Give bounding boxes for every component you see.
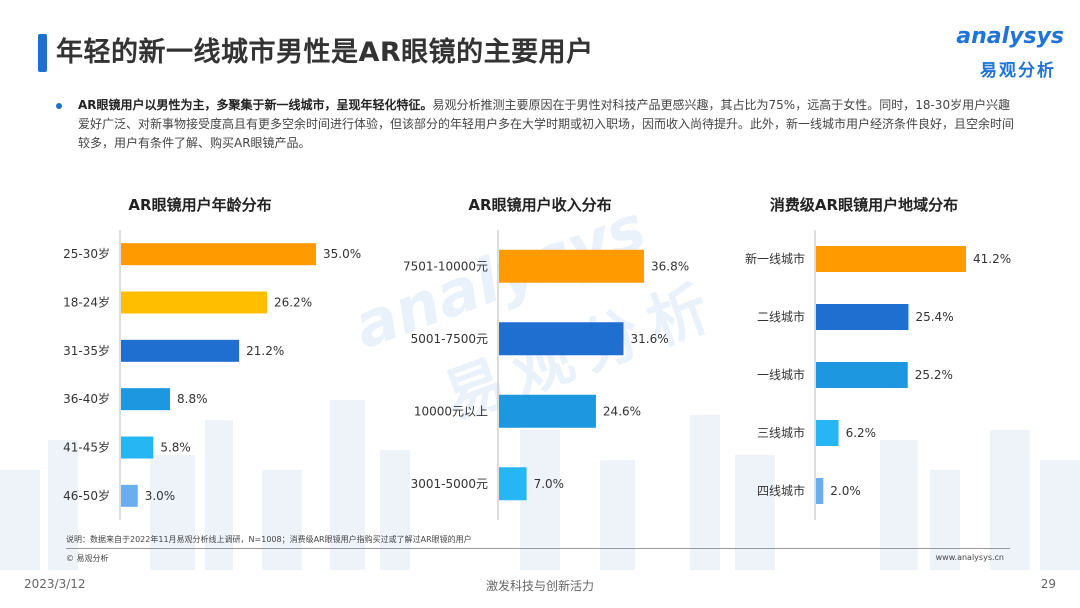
bar-1 [499,249,644,283]
bar-3 [499,394,596,428]
value-label-4: 8.8% [177,392,208,406]
category-label-6: 46-50岁 [63,488,110,503]
value-label-3: 21.2% [246,344,284,358]
value-label-3: 24.6% [603,404,641,418]
website-link[interactable]: www.analysys.cn [935,553,1004,562]
value-label-1: 35.0% [323,247,361,261]
bar-1 [121,243,316,266]
category-label-2: 5001-7500元 [411,332,488,346]
category-label-4: 36-40岁 [63,391,110,406]
category-label-3: 10000元以上 [414,404,488,418]
bar-4 [499,467,527,501]
date: 2023/3/12 [24,577,86,591]
page-number: 29 [1040,577,1056,591]
value-label-2: 25.4% [915,310,953,324]
value-label-2: 31.6% [631,332,669,346]
value-label-2: 26.2% [274,296,312,310]
bar-3 [816,362,908,388]
value-label-6: 3.0% [145,489,176,503]
title-accent-bar [38,34,47,72]
value-label-3: 25.2% [915,368,953,382]
bar-3 [121,339,240,362]
bar-2 [816,304,909,330]
category-label-5: 四线城市 [757,483,805,498]
category-label-4: 三线城市 [757,425,805,440]
value-label-4: 6.2% [846,426,877,440]
category-label-1: 25-30岁 [63,246,110,261]
category-label-4: 3001-5000元 [411,477,488,491]
bar-1 [816,246,966,272]
summary-bold: AR眼镜用户以男性为主，多聚集于新一线城市，呈现年轻化特征。 [78,98,433,112]
bar-6 [121,484,138,507]
slogan: 激发科技与创新活力 [485,579,594,593]
category-label-3: 31-35岁 [63,343,110,358]
brand-logo: analysys 易观分析 [952,24,1064,84]
value-label-5: 2.0% [830,484,861,498]
value-label-5: 5.8% [160,441,191,455]
summary-text: 易观分析推测主要原因在于男性对科技产品更感兴趣，其占比为75%，远高于女性。同时… [78,98,1015,150]
category-label-1: 新一线城市 [745,251,805,266]
logo-text-en: analysys [956,24,1064,49]
bar-4 [121,388,171,411]
bar-4 [816,420,839,446]
bullet-dot-icon [56,103,62,109]
category-label-2: 二线城市 [757,309,805,324]
page-title: 年轻的新一线城市男性是AR眼镜的主要用户 [56,37,594,68]
bar-2 [121,291,267,314]
category-label-2: 18-24岁 [63,295,110,310]
chart-title-income: AR眼镜用户收入分布 [468,196,612,214]
chart-title-region: 消费级AR眼镜用户地域分布 [769,196,959,214]
chart-title-age: AR眼镜用户年龄分布 [128,196,272,214]
region-bar-chart: 新一线城市 41.2% 二线城市 25.4% 一线城市 25.2% 三线城市 6.2% 四线城市… [745,230,1011,520]
summary-paragraph: AR眼镜用户以男性为主，多聚集于新一线城市，呈现年轻化特征。易观分析推测主要原因… [78,96,1022,153]
bar-2 [499,322,624,356]
value-label-4: 7.0% [534,477,565,491]
bar-5 [121,436,154,459]
category-label-5: 41-45岁 [63,440,110,455]
bar-5 [816,478,824,504]
age-bar-chart: 25-30岁 35.0% 18-24岁 26.2% 31-35岁 21.2% 36-40岁 8… [63,230,361,520]
value-label-1: 41.2% [973,252,1011,266]
category-label-3: 一线城市 [757,367,805,382]
logo-text-cn: 易观分析 [980,61,1056,81]
category-label-1: 7501-10000元 [403,259,488,273]
footer-divider [66,548,1010,549]
copyright: © 易观分析 [66,554,109,563]
value-label-1: 36.8% [651,259,689,273]
income-bar-chart: 7501-10000元 36.8% 5001-7500元 31.6% 10000元以上 2… [403,230,689,520]
source-note: 说明：数据来自于2022年11月易观分析线上调研，N=1008；消费级AR眼镜用… [66,535,472,544]
